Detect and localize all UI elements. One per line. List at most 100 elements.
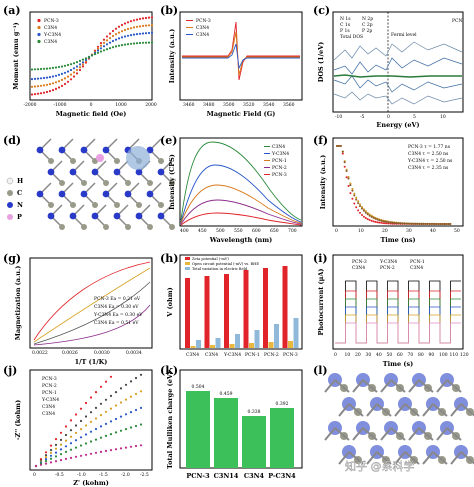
panel-a-point — [78, 59, 82, 63]
panel-f-point — [351, 188, 354, 190]
panel-f-point — [341, 152, 344, 155]
panel-c-tick-4: 10 — [440, 114, 446, 120]
atom-n — [91, 168, 99, 176]
panel-a-point — [30, 78, 34, 81]
panel-f-point — [416, 222, 419, 225]
panel-j-point — [44, 458, 48, 461]
panel-j-point — [124, 446, 128, 449]
panel-h-bar — [254, 330, 260, 348]
panel-f-point — [361, 206, 363, 209]
panel-c-tick-2: 0 — [387, 114, 390, 120]
panel-h-bar — [274, 324, 279, 348]
panel-k-value-1: 0.459 — [220, 391, 233, 397]
atom-n — [58, 190, 66, 198]
panel-f-point — [362, 208, 365, 211]
panel-f-point — [384, 222, 386, 225]
panel-f-legend-1: C3N4 τ = 2.50 ns — [408, 151, 449, 157]
panel-a-legend-3: C3N4 — [44, 39, 57, 45]
atom-c — [48, 158, 54, 164]
panel-j-point — [99, 385, 103, 388]
bond — [446, 379, 462, 393]
panel-a-point — [126, 43, 130, 46]
panel-j-point — [54, 460, 58, 463]
panel-a-point — [69, 78, 73, 81]
panel-f-point — [384, 220, 386, 223]
panel-g: (g) PCN-3 Ea = 0.21 eV C3N4 Ea = 0.30 eV… — [3, 252, 153, 366]
panel-a-point — [147, 24, 151, 27]
panel-a-point — [78, 66, 82, 69]
panel-f-ylabel: Intensity (a.u.) — [319, 155, 327, 209]
bond — [418, 427, 434, 441]
panel-a-point — [36, 85, 40, 88]
panel-a-point — [144, 16, 148, 20]
panel-a-point — [45, 90, 49, 94]
atom-n — [113, 168, 121, 176]
bond — [366, 451, 378, 465]
panel-a-point — [99, 42, 103, 45]
panel-i-legend-0: PCN-3 — [352, 259, 367, 265]
panel-k-bar-3 — [270, 408, 294, 468]
panel-a-point — [33, 85, 37, 88]
panel-j-point — [79, 419, 83, 423]
atom-c — [59, 180, 65, 186]
panel-j-legend-3: Y-C3N4 — [41, 397, 59, 403]
panel-h-bar — [229, 344, 235, 348]
panel-f-point — [353, 202, 356, 205]
panel-k-value-3: 0.392 — [276, 401, 289, 407]
panel-f-point — [378, 219, 381, 222]
panel-j-point — [94, 391, 98, 394]
panel-f-point — [391, 221, 394, 224]
panel-f-point — [337, 145, 340, 147]
panel-a-point — [102, 45, 106, 48]
panel-a-tick-4: 2000 — [145, 102, 157, 108]
atom-c — [103, 224, 109, 230]
atom-n — [135, 212, 143, 220]
panel-j-point — [44, 460, 48, 463]
panel-f-point — [395, 222, 398, 225]
panel-a-point — [96, 51, 100, 54]
panel-a-point — [99, 47, 103, 50]
panel-c-xlabel: Energy (eV) — [376, 121, 419, 129]
panel-j-point — [134, 392, 138, 396]
panel-a-point — [72, 62, 76, 65]
panel-a-point — [135, 18, 139, 21]
panel-f-point — [368, 219, 371, 221]
panel-f-point — [355, 196, 358, 199]
panel-j-tick-5: -2.5 — [140, 472, 149, 478]
panel-i-xlabel: Time (s) — [383, 360, 413, 368]
panel-j-point — [49, 448, 53, 452]
panel-g-ylabel: Magnetization (a.u.) — [14, 266, 22, 341]
panel-j-point — [54, 443, 58, 446]
charge-cloud — [126, 146, 150, 170]
panel-g-legend-1: C3N4 Ea = 0.30 eV — [94, 304, 139, 310]
panel-a-point — [42, 91, 46, 94]
panel-j-point — [54, 447, 58, 450]
panel-a-point — [72, 71, 76, 74]
atom-c-swatch — [7, 190, 13, 196]
panel-a-point — [51, 75, 55, 78]
panel-f-point — [389, 221, 392, 224]
panel-a-point — [30, 68, 34, 71]
panel-c-curve-4 — [333, 91, 463, 105]
panel-h-legend-0: Zeta potential (-mV) — [192, 257, 229, 261]
atom-c — [59, 224, 65, 230]
panel-k-label: (k) — [160, 364, 178, 377]
panel-a-point — [93, 53, 97, 56]
panel-c-legend-5: P 2p — [362, 28, 372, 34]
panel-a-point — [57, 65, 61, 69]
panel-a-point — [60, 84, 64, 87]
panel-f-point — [347, 177, 350, 180]
panel-b-tick-1: 3480 — [203, 102, 215, 108]
panel-a-point — [84, 58, 88, 62]
panel-b-ylabel: Intensity (a.u.) — [168, 29, 176, 83]
panel-j-point — [109, 407, 113, 410]
bond — [380, 379, 392, 393]
panel-a-point — [138, 41, 142, 45]
panel-j-point — [99, 450, 103, 453]
panel-a-point — [63, 71, 67, 74]
panel-a-legend-2: Y-C3N4 — [43, 32, 61, 38]
panel-a-legend-marker-2 — [37, 32, 41, 37]
panel-e: (e) C3N4 Y-C3N4 PCN-1 PCN-2 PCN-3 400 45… — [160, 134, 303, 244]
panel-a-point — [60, 72, 64, 75]
panel-c-ylabel: DOS (1/eV) — [317, 42, 325, 82]
